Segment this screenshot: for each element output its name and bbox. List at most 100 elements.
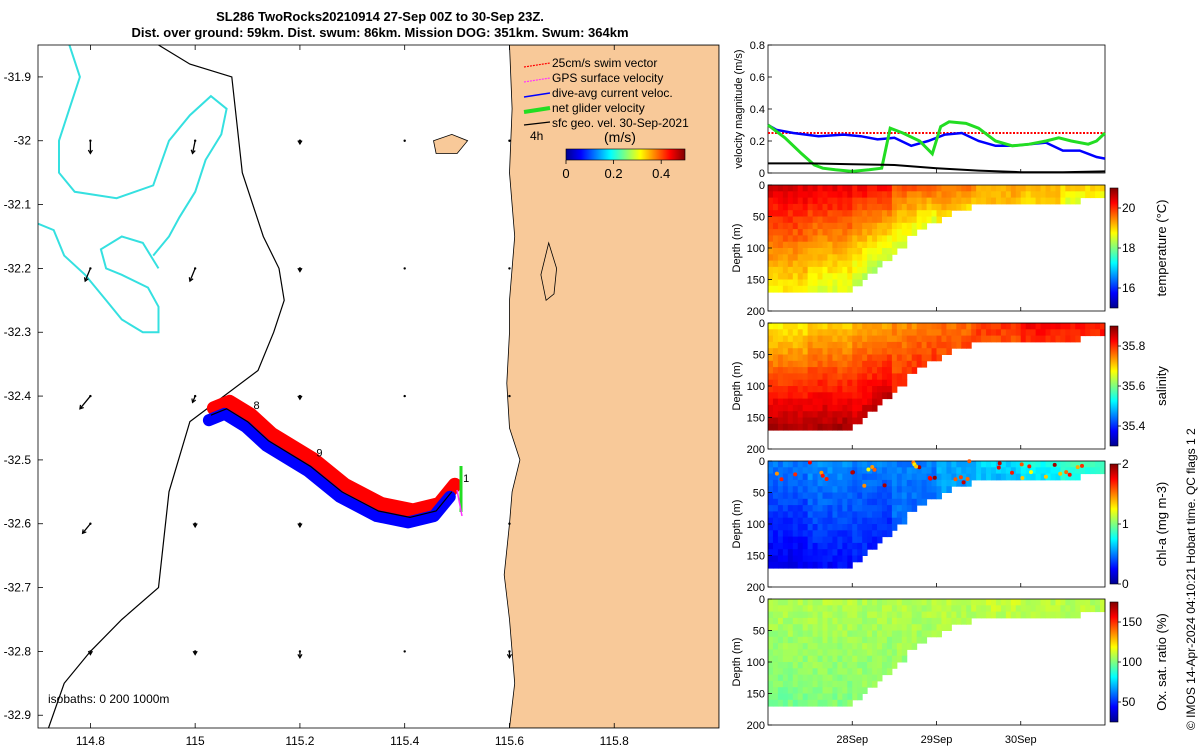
section-cell: [842, 693, 848, 701]
section-cell: [827, 479, 833, 487]
section-cell: [842, 423, 848, 431]
section-cell: [916, 486, 923, 493]
section-cell: [981, 335, 987, 343]
section-cell: [817, 473, 824, 481]
section-cell: [847, 260, 853, 268]
map-y-axis: -31.9-32-32.1-32.2-32.3-32.4-32.5-32.6-3…: [4, 70, 43, 722]
section-cell: [832, 386, 838, 393]
section-cell: [772, 273, 779, 280]
section-cell: [857, 461, 863, 468]
section-cell: [768, 392, 774, 400]
section-cell: [832, 341, 838, 349]
section-cell: [842, 254, 848, 262]
section-cell: [782, 329, 789, 337]
section-cell: [797, 498, 804, 506]
section-cell: [1035, 335, 1042, 343]
section-cell: [777, 655, 784, 663]
section-cell: [867, 536, 873, 544]
section-cell: [802, 611, 809, 619]
chla-dot: [820, 473, 825, 478]
section-cell: [807, 649, 814, 657]
section-cell: [1055, 473, 1061, 481]
section-cell: [837, 524, 843, 531]
section-cell: [802, 285, 809, 293]
section-cell: [802, 398, 809, 406]
section-cell: [787, 699, 794, 707]
section-cell: [951, 467, 957, 475]
section-cell: [817, 492, 824, 500]
section-cell: [872, 630, 878, 638]
section-cell: [807, 693, 814, 701]
section-cell: [787, 687, 794, 694]
section-cell: [921, 617, 928, 625]
section-cell: [867, 341, 873, 349]
map-x-axis: 114.8 115 115.2 115.4 115.6 115.8: [76, 45, 629, 748]
section-cell: [792, 367, 799, 374]
section-cell: [797, 617, 804, 625]
section-cell: [807, 354, 814, 362]
section-cell: [991, 467, 997, 475]
section-cell: [1095, 467, 1101, 475]
section-cell: [772, 699, 779, 707]
section-cell: [787, 505, 794, 512]
section-cell: [802, 536, 809, 544]
section-cell: [857, 605, 863, 613]
section-cell: [822, 216, 828, 224]
section-cell: [812, 649, 819, 657]
section-cell: [1005, 599, 1012, 606]
section-cell: [862, 492, 868, 500]
section-cell: [827, 542, 833, 550]
section-cell: [896, 197, 903, 205]
section-cell: [817, 479, 824, 487]
section-cell: [827, 555, 833, 563]
section-cell: [822, 335, 828, 343]
section-y-tick-label: 50: [753, 626, 765, 638]
section-cell: [797, 266, 804, 274]
vector-arrow: [403, 394, 406, 398]
section-cell: [857, 335, 863, 343]
velocity-series-net-glider: [767, 120, 1107, 173]
section-cell: [832, 392, 838, 400]
section-cell: [847, 649, 853, 657]
section-cell: [797, 680, 804, 688]
section-cell: [787, 461, 794, 468]
section-cell: [881, 323, 888, 330]
section-cell: [911, 505, 918, 512]
section-cell: [787, 423, 794, 431]
section-cell: [926, 348, 933, 355]
section-cell: [872, 185, 878, 192]
section-cell: [822, 611, 828, 619]
section-cell: [832, 222, 838, 230]
section-cell: [812, 335, 819, 343]
section-cell: [1090, 467, 1096, 475]
section-cell: [1025, 473, 1032, 481]
section-cell: [857, 636, 863, 644]
section-cell: [837, 630, 843, 638]
section-cell: [772, 530, 779, 538]
section-cell: [797, 210, 804, 217]
section-cell: [857, 649, 863, 657]
section-cell: [777, 216, 784, 224]
section-cell: [1055, 611, 1061, 619]
section-cell: [1030, 185, 1037, 192]
velocity-y-tick-label: 0: [759, 168, 765, 180]
section-cell: [792, 486, 799, 493]
section-cell: [777, 492, 784, 500]
section-cell: [1030, 599, 1037, 606]
section-cell: [896, 241, 903, 249]
section-cell: [822, 617, 828, 625]
section-cell: [777, 404, 784, 412]
section-cell: [847, 479, 853, 487]
section-cell: [852, 404, 858, 412]
section-cell: [1045, 323, 1051, 330]
section-cell: [807, 549, 814, 556]
section-cell: [1015, 461, 1022, 468]
section-cell: [857, 498, 863, 506]
section-cell: [837, 398, 843, 406]
section-cell: [906, 348, 913, 355]
section-cell: [886, 335, 893, 343]
section-cell: [822, 655, 828, 663]
velocity-y-tick-label: 0.6: [750, 72, 765, 84]
